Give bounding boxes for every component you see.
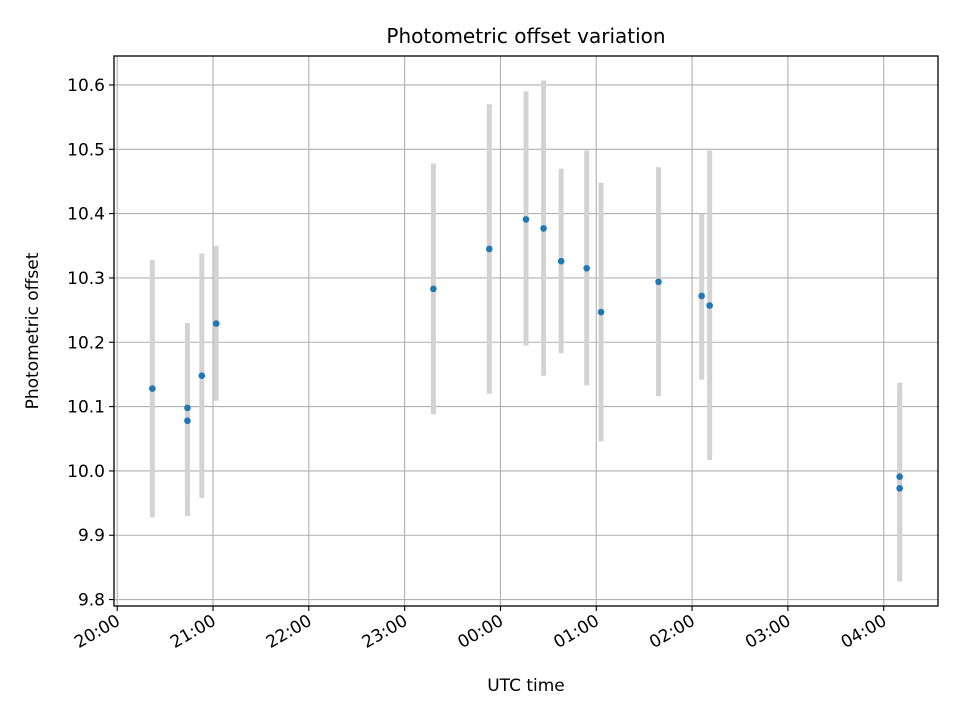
data-point — [706, 302, 713, 309]
data-point — [522, 216, 530, 223]
y-tick-label: 10.2 — [67, 333, 105, 353]
y-axis-ticks: 9.8 9.9 10.0 10.1 10.2 10.3 10.4 10.5 10.6 — [67, 76, 114, 611]
y-tick-label: 9.9 — [78, 526, 105, 546]
data-point — [184, 404, 191, 412]
y-tick-label: 10.5 — [67, 140, 105, 160]
data-point — [540, 225, 547, 232]
y-tick-label: 10.1 — [67, 398, 105, 418]
y-tick-label: 10.4 — [67, 205, 105, 225]
data-point — [896, 473, 903, 481]
y-tick-label: 10.6 — [67, 76, 105, 96]
plot-area-frame — [113, 55, 939, 607]
data-point — [583, 264, 590, 272]
data-point — [198, 372, 206, 380]
data-point — [430, 285, 437, 293]
data-point — [184, 417, 191, 425]
data-point — [485, 245, 493, 253]
data-point — [597, 308, 605, 316]
chart-title: Photometric offset variation — [386, 24, 665, 48]
data-points — [149, 216, 903, 492]
y-tick-label: 9.8 — [78, 591, 105, 611]
x-axis-title: UTC time — [487, 676, 565, 696]
data-point — [896, 484, 903, 492]
data-point — [698, 292, 705, 300]
data-point — [655, 278, 662, 286]
y-tick-label: 10.3 — [67, 269, 105, 289]
y-tick-label: 10.0 — [67, 462, 105, 482]
y-axis-title: Photometric offset — [23, 252, 43, 409]
data-point — [149, 385, 156, 392]
data-point — [212, 320, 220, 327]
data-point — [557, 257, 565, 265]
